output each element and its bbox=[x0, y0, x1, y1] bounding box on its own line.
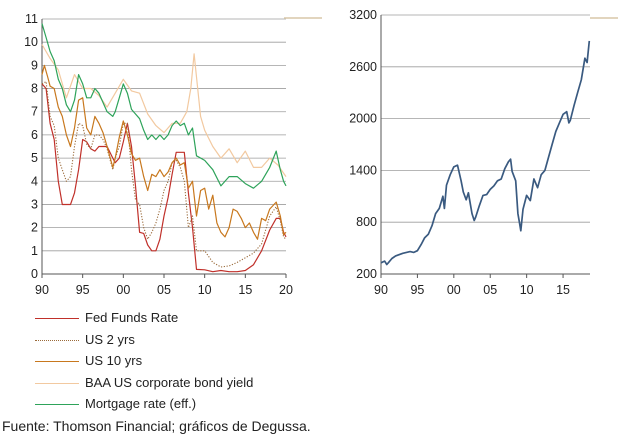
legend-label-baa: BAA US corporate bond yield bbox=[85, 374, 254, 390]
legend-label-mortgage: Mortgage rate (eff.) bbox=[85, 396, 197, 411]
y-tick-label: 7 bbox=[31, 105, 38, 119]
y-tick-label: 2 bbox=[31, 221, 38, 235]
legend-swatch-us-10yrs bbox=[35, 361, 79, 362]
y-tick-label: 11 bbox=[25, 12, 38, 26]
x-tick-label: 10 bbox=[520, 283, 534, 297]
y-tick-label: 200 bbox=[356, 267, 377, 281]
y-tick-label: 3 bbox=[31, 197, 38, 211]
legend-swatch-fed-funds bbox=[35, 318, 79, 319]
x-tick-label: 95 bbox=[410, 283, 424, 297]
legend-label-fed-funds: Fed Funds Rate bbox=[85, 310, 179, 325]
y-tick-label: 6 bbox=[31, 128, 38, 142]
y-tick-label: 3200 bbox=[349, 8, 377, 22]
x-tick-label: 10 bbox=[198, 283, 212, 297]
x-tick-label: 20 bbox=[279, 283, 293, 297]
y-tick-label: 2000 bbox=[349, 112, 377, 126]
stock-index-chart: 200 800 1400 2000 2600 3200 90 95 00 05 10 15 bbox=[349, 8, 591, 297]
x-tick-label: 95 bbox=[76, 283, 90, 297]
series-line-mortgage-rate-eff- bbox=[41, 23, 287, 189]
source-note: Fuente: Thomson Financial; gráficos de D… bbox=[2, 418, 311, 434]
legend-swatch-baa bbox=[35, 382, 79, 384]
x-tick-label: 90 bbox=[35, 283, 49, 297]
series-line-us-2-yrs bbox=[41, 81, 287, 268]
y-tick-label: 9 bbox=[31, 58, 38, 72]
x-tick-label: 05 bbox=[157, 283, 171, 297]
legend-label-us-2yrs: US 2 yrs bbox=[85, 331, 135, 347]
series-line-index-0 bbox=[380, 40, 591, 266]
y-tick-label: 2600 bbox=[349, 60, 377, 74]
series-line-us-10-yrs bbox=[41, 64, 287, 240]
y-tick-label: 4 bbox=[31, 174, 38, 188]
x-tick-label: 15 bbox=[556, 283, 570, 297]
y-tick-label: 800 bbox=[356, 215, 377, 229]
x-tick-label: 05 bbox=[483, 283, 497, 297]
legend-swatch-mortgage bbox=[35, 404, 79, 405]
y-tick-label: 5 bbox=[31, 151, 38, 165]
x-tick-label: 00 bbox=[447, 283, 461, 297]
y-tick-label: 0 bbox=[31, 267, 38, 281]
x-tick-label: 15 bbox=[238, 283, 252, 297]
x-tick-label: 90 bbox=[374, 283, 388, 297]
legend-label-us-10yrs: US 10 yrs bbox=[85, 353, 143, 368]
y-tick-label: 1400 bbox=[349, 163, 377, 177]
series-line-baa-us-corporate-bond-yield bbox=[41, 44, 287, 177]
x-tick-label: 00 bbox=[116, 283, 130, 297]
y-tick-label: 8 bbox=[31, 82, 38, 96]
y-tick-label: 10 bbox=[24, 35, 38, 49]
y-tick-label: 1 bbox=[31, 244, 38, 258]
legend-swatch-us-2yrs bbox=[35, 339, 79, 341]
series-line-fed-funds-rate bbox=[41, 83, 287, 273]
interest-rate-chart: 0 1 2 3 4 5 6 7 8 9 10 11 90 95 00 05 10 15 20 bbox=[24, 12, 293, 297]
